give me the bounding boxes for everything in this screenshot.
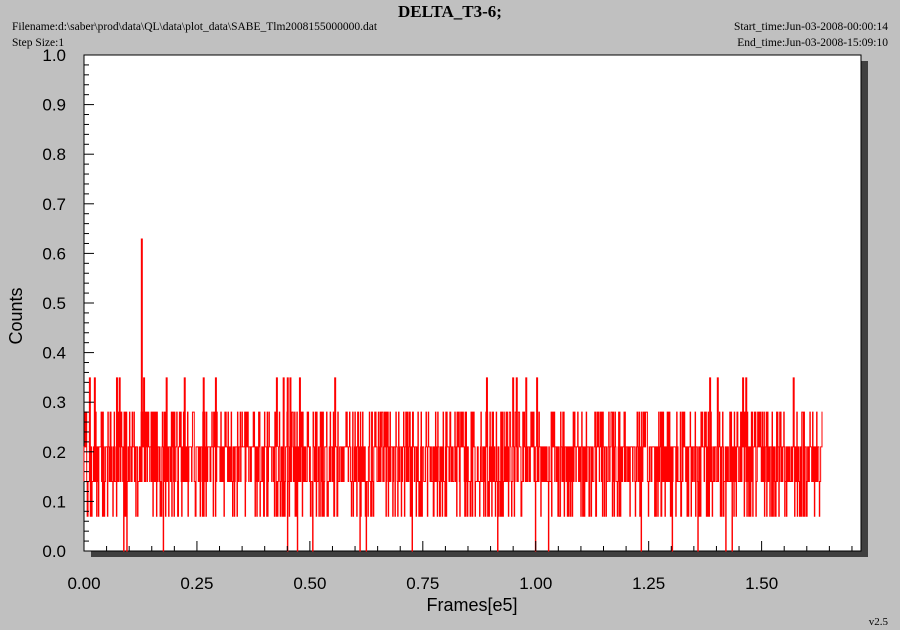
x-tick-label: 0.25 xyxy=(180,574,213,593)
chart-title: DELTA_T3-6; xyxy=(398,2,502,21)
start-time-label: Start_time:Jun-03-2008-00:00:14 xyxy=(734,21,888,33)
y-tick-label: 0.5 xyxy=(42,294,66,313)
y-tick-label: 0.0 xyxy=(42,542,66,561)
y-tick-label: 1.0 xyxy=(42,46,66,65)
y-axis-title: Counts xyxy=(6,287,26,344)
filename-label: Filename:d:\saber\prod\data\QL\data\plot… xyxy=(12,21,378,33)
y-tick-label: 0.4 xyxy=(42,344,66,363)
y-tick-label: 0.2 xyxy=(42,443,66,462)
x-tick-label: 1.00 xyxy=(519,574,552,593)
series-line xyxy=(83,411,823,552)
x-tick-label: 0.75 xyxy=(406,574,439,593)
version-label: v2.5 xyxy=(868,616,888,628)
x-tick-label: 1.50 xyxy=(745,574,778,593)
y-tick-label: 0.8 xyxy=(42,145,66,164)
y-tick-label: 0.1 xyxy=(42,492,66,511)
series-layer xyxy=(83,238,823,552)
x-tick-label: 0.50 xyxy=(293,574,326,593)
end-time-label: End_time:Jun-03-2008-15:09:10 xyxy=(737,37,888,49)
x-tick-label: 0.00 xyxy=(67,574,100,593)
y-tick-label: 0.7 xyxy=(42,195,66,214)
y-tick-label: 0.9 xyxy=(42,96,66,115)
y-tick-label: 0.3 xyxy=(42,393,66,412)
x-axis-title: Frames[e5] xyxy=(426,595,517,615)
x-tick-label: 1.25 xyxy=(632,574,665,593)
axis-layer: 0.0 0.1 0.2 0.3 0.4 0.5 0.6 0.7 0.8 0.9 1.0 0.00 0.2… xyxy=(42,46,853,593)
y-tick-label: 0.6 xyxy=(42,244,66,263)
step-size-label: Step Size:1 xyxy=(12,37,65,49)
